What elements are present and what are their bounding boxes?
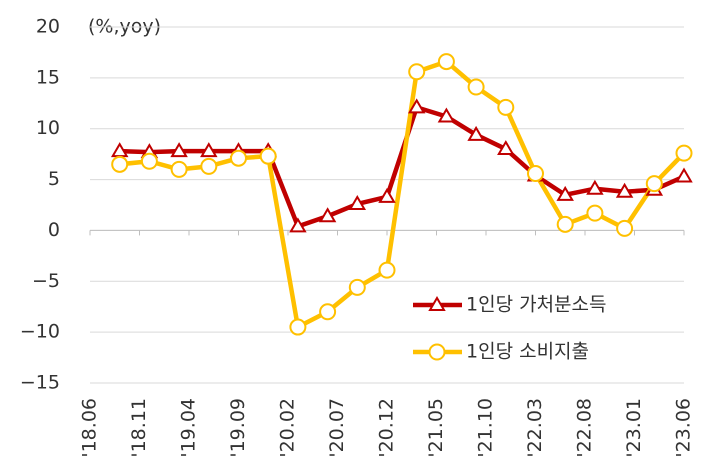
x-tick-label: '18.11 <box>128 398 150 458</box>
legend-label: 1인당 가처분소득 <box>466 294 607 316</box>
point <box>259 147 277 165</box>
x-tick-label: '23.01 <box>623 398 645 458</box>
x-tick-label: '21.05 <box>425 398 447 458</box>
legend-label: 1인당 소비지출 <box>466 341 589 363</box>
point <box>318 207 337 223</box>
point <box>378 187 396 203</box>
point <box>378 261 396 279</box>
point <box>407 98 426 114</box>
point <box>497 140 515 156</box>
point <box>645 175 663 193</box>
x-tick-label: '22.03 <box>524 398 546 458</box>
point <box>675 144 693 162</box>
point <box>437 107 456 123</box>
point <box>467 78 485 96</box>
x-tick-label: '18.06 <box>79 398 101 458</box>
y-tick-label: −15 <box>20 372 60 394</box>
point <box>497 98 515 116</box>
point <box>111 155 129 173</box>
y-tick-label: −10 <box>20 321 60 343</box>
x-tick-label: '20.02 <box>277 398 299 458</box>
y-tick-label: 15 <box>36 66 60 88</box>
y-tick-label: 20 <box>36 16 60 38</box>
point <box>586 204 604 222</box>
point <box>200 157 218 175</box>
point <box>200 142 218 158</box>
y-tick-label: 10 <box>36 117 60 139</box>
point <box>140 152 158 170</box>
point <box>170 160 188 178</box>
legend-marker <box>428 343 446 361</box>
y-tick-label: 0 <box>48 219 60 241</box>
point <box>556 215 574 233</box>
point <box>556 185 574 201</box>
point <box>586 179 604 195</box>
point <box>319 303 337 321</box>
x-tick-label: '20.12 <box>376 398 398 458</box>
y-tick-label: 5 <box>48 168 60 190</box>
y-tick-label: −5 <box>32 270 60 292</box>
point <box>230 149 247 167</box>
x-tick-label: '21.10 <box>474 398 496 458</box>
x-tick-label: '19.09 <box>227 398 249 458</box>
point <box>527 164 544 182</box>
legend-marker <box>428 296 446 311</box>
point <box>408 63 426 81</box>
point <box>675 167 693 183</box>
x-tick-label: '19.04 <box>177 398 199 458</box>
point <box>616 219 634 237</box>
point <box>289 318 307 336</box>
point <box>615 182 634 198</box>
point <box>437 53 455 71</box>
point <box>289 217 307 233</box>
point <box>170 142 188 158</box>
x-tick-label: '22.08 <box>574 398 596 458</box>
point <box>467 125 485 141</box>
point <box>348 278 366 296</box>
x-tick-label: '23.06 <box>673 398 695 458</box>
point <box>348 194 367 210</box>
x-tick-label: '20.07 <box>326 398 348 458</box>
